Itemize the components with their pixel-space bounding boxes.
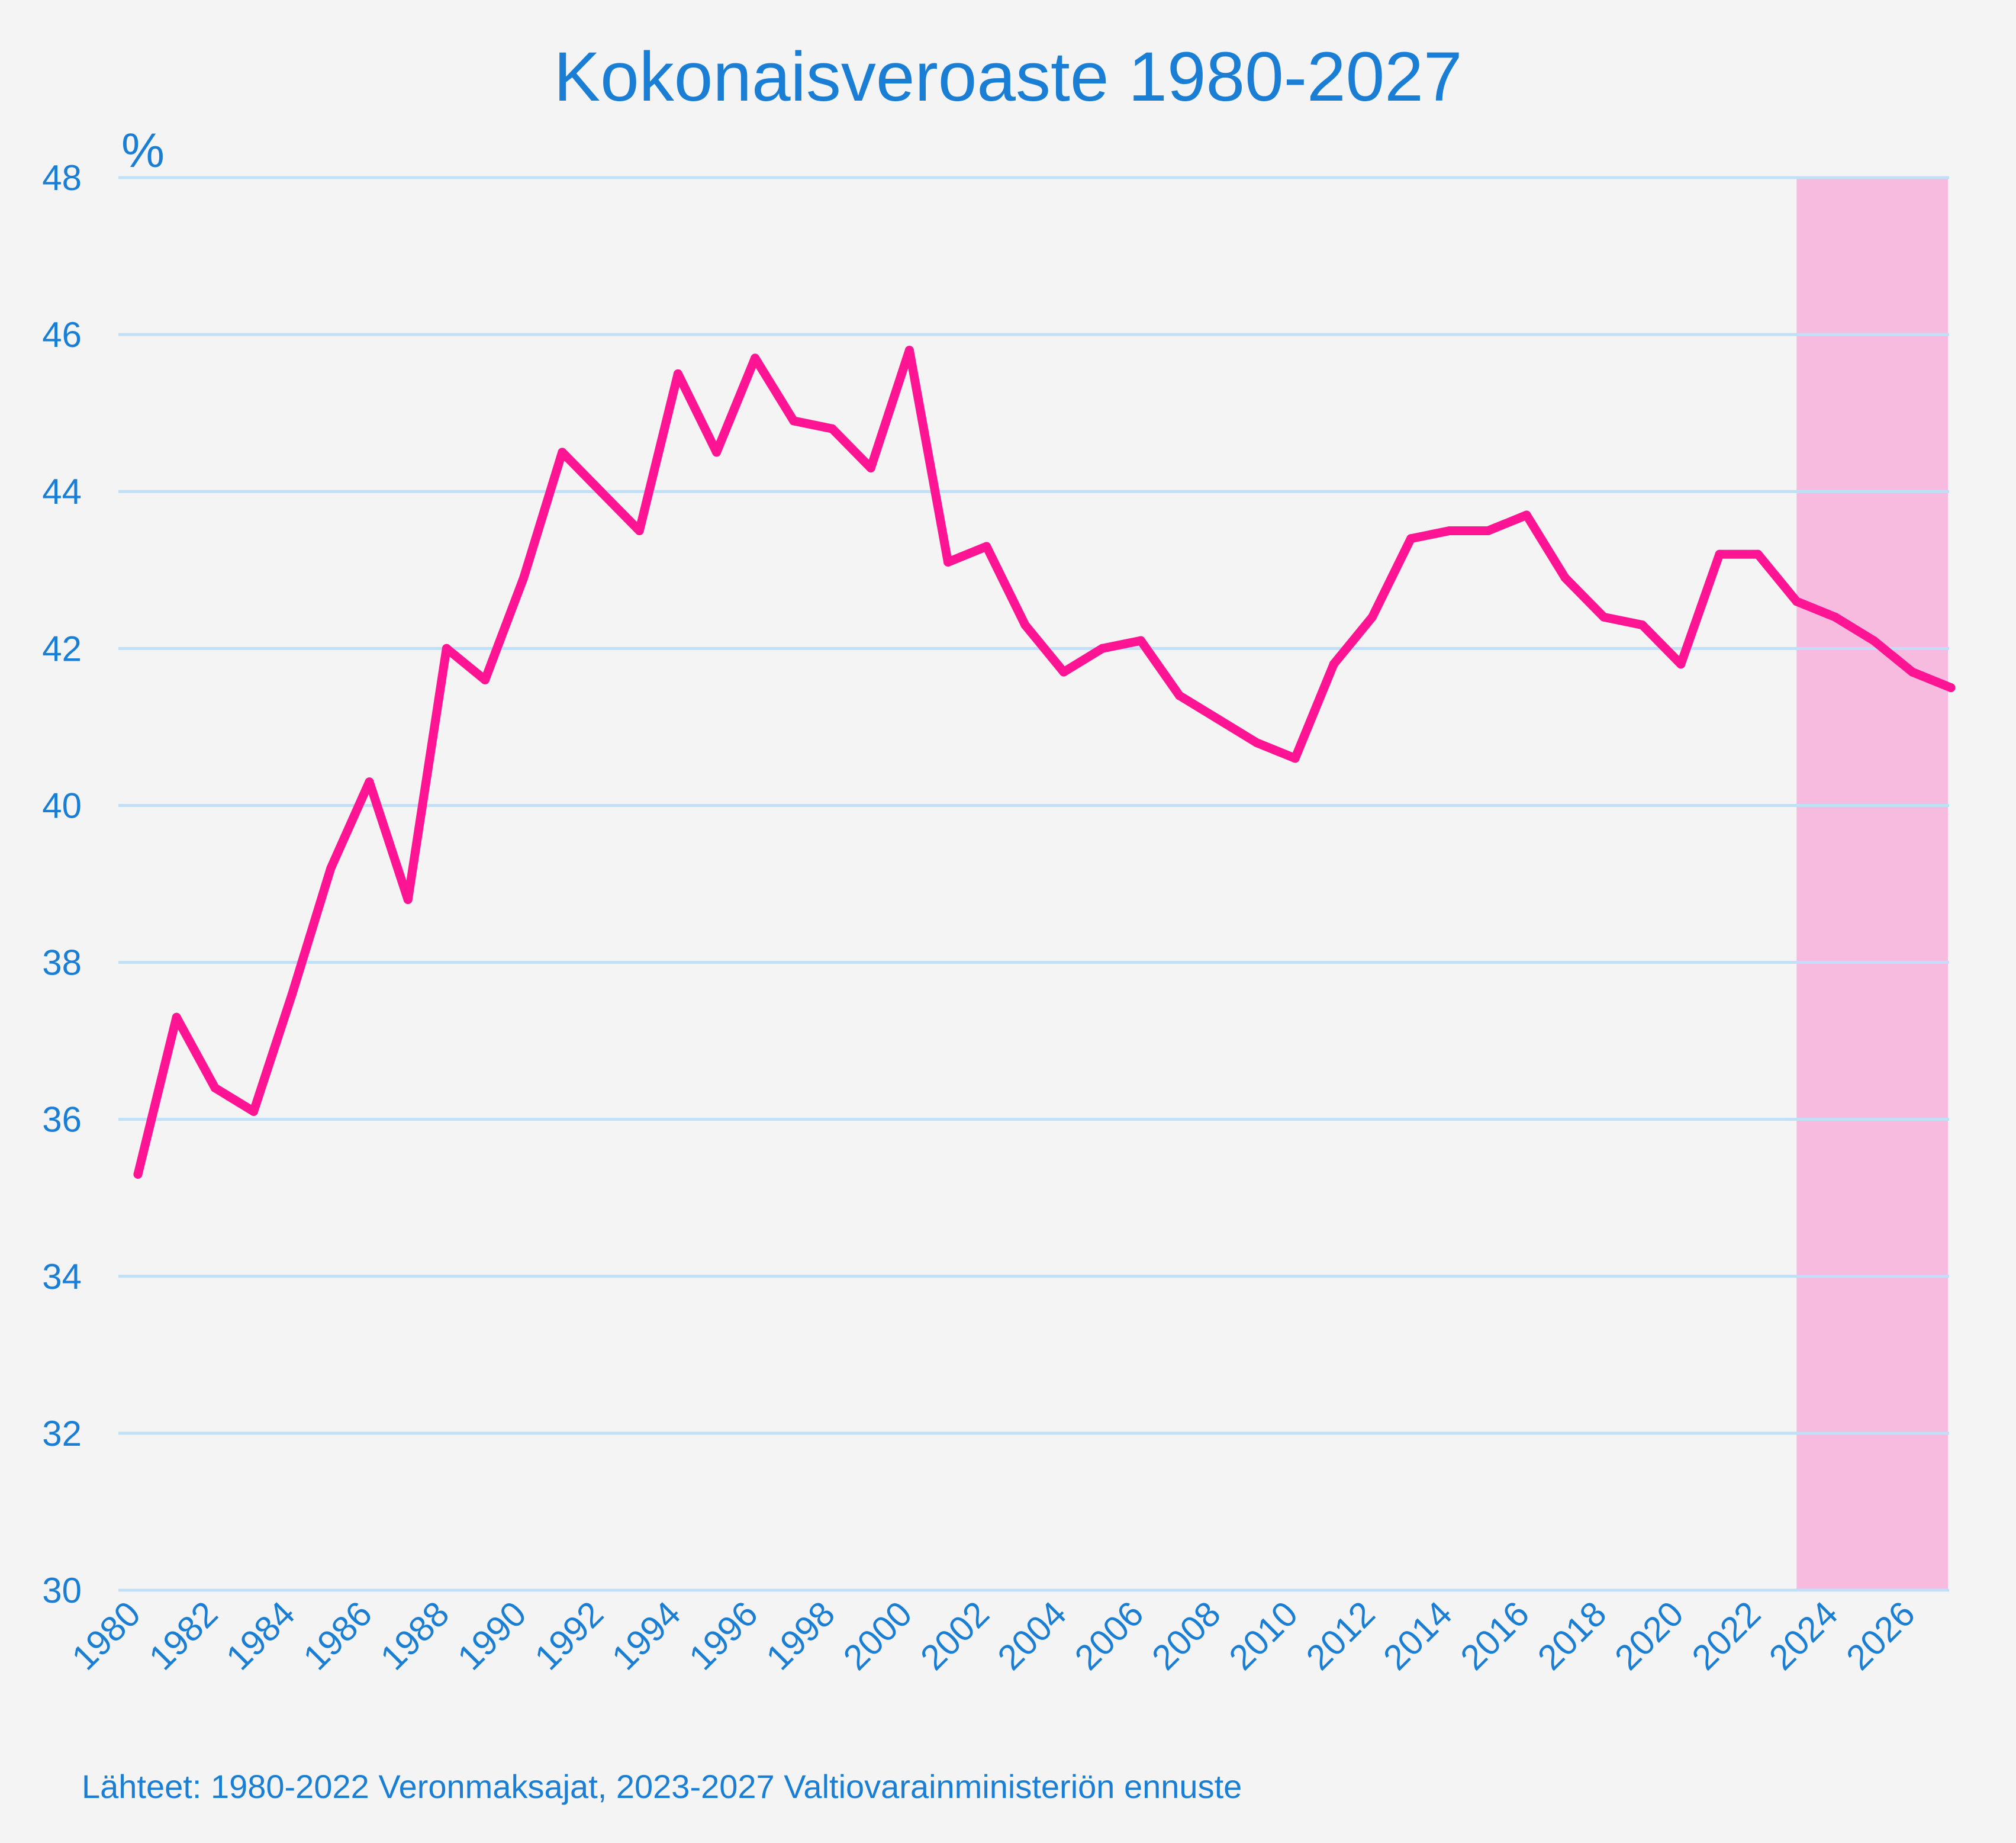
data-point (1483, 526, 1493, 535)
series-line-0 (133, 346, 1956, 1179)
data-point (789, 416, 798, 426)
data-point (403, 895, 413, 904)
data-point (943, 558, 953, 567)
y-tick-label: 36 (42, 1100, 82, 1140)
data-point (827, 424, 837, 433)
forecast-band (1796, 178, 1948, 1590)
data-point (751, 353, 760, 363)
data-point (1638, 620, 1647, 630)
y-tick-label: 40 (42, 786, 82, 825)
forecast-band-layer (1796, 178, 1948, 1590)
data-point (596, 487, 606, 496)
data-point (712, 448, 722, 457)
data-point (326, 864, 336, 873)
data-point (442, 644, 451, 653)
data-point (1059, 667, 1068, 677)
data-point (210, 1083, 220, 1093)
data-point (365, 777, 374, 787)
y-tick-label: 44 (42, 472, 82, 512)
data-point (1213, 715, 1223, 724)
data-point (1020, 620, 1030, 630)
data-point (249, 1107, 258, 1116)
y-tick-label: 30 (42, 1571, 82, 1610)
y-tick-label: 32 (42, 1414, 82, 1453)
series-layer (133, 346, 1956, 1179)
data-point (1329, 660, 1338, 669)
data-point (673, 369, 682, 378)
chart-title: Kokonaisveroaste 1980-2027 (553, 38, 1462, 116)
data-point (1175, 691, 1184, 700)
data-point (1599, 612, 1608, 622)
data-point (481, 675, 489, 684)
data-point (904, 346, 914, 355)
data-point (1946, 683, 1956, 693)
y-tick-label: 38 (42, 943, 82, 983)
data-point (866, 464, 875, 472)
data-point (1252, 738, 1261, 747)
data-point (519, 573, 529, 583)
data-point (1136, 636, 1145, 645)
y-tick-label: 48 (42, 158, 82, 198)
data-point (558, 448, 567, 457)
source-note: Lähteet: 1980-2022 Veronmaksajat, 2023-2… (82, 1768, 1242, 1805)
data-point (172, 1012, 181, 1022)
data-point (133, 1170, 143, 1179)
y-tick-label: 42 (42, 629, 82, 668)
data-point (288, 989, 297, 999)
data-point (1715, 549, 1724, 559)
data-point (1869, 636, 1879, 645)
data-point (1753, 549, 1763, 559)
data-point (1908, 667, 1917, 677)
y-axis-ticks: 30 32 34 36 38 40 42 44 46 48 (42, 158, 82, 1610)
data-point (982, 542, 991, 551)
data-point (1097, 644, 1107, 653)
y-tick-label: 46 (42, 315, 82, 355)
data-point (1792, 597, 1801, 606)
data-point (1290, 754, 1300, 763)
y-tick-label: 34 (42, 1257, 82, 1297)
data-point (1406, 534, 1416, 543)
data-point (1367, 612, 1377, 622)
data-point (635, 526, 644, 535)
data-point (1560, 573, 1570, 583)
data-point (1445, 526, 1454, 535)
y-axis-unit-label: % (121, 124, 165, 178)
data-point (1522, 510, 1531, 520)
data-point (1676, 660, 1686, 669)
data-point (1831, 612, 1840, 622)
